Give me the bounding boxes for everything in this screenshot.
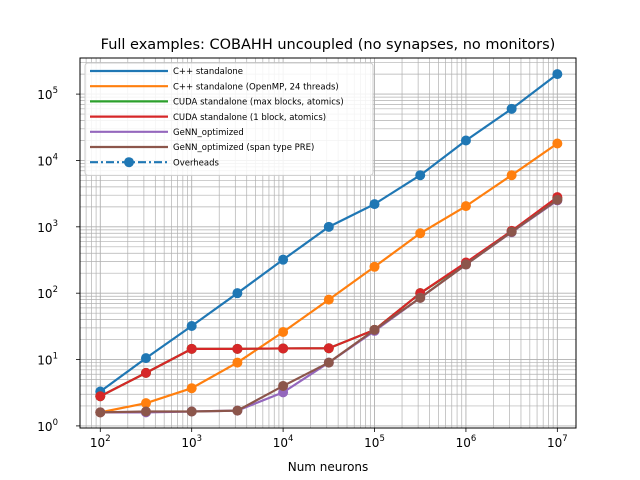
data-point xyxy=(278,254,289,265)
data-point xyxy=(186,383,197,394)
series-5 xyxy=(95,194,563,418)
data-point xyxy=(460,135,471,146)
legend-label: C++ standalone xyxy=(173,67,243,77)
data-point xyxy=(415,292,426,303)
x-tick-label: 104 xyxy=(273,434,294,450)
data-point xyxy=(323,221,334,232)
x-tick-label: 105 xyxy=(364,434,385,450)
legend-label: Overheads xyxy=(173,158,220,168)
data-point xyxy=(369,199,380,210)
data-point xyxy=(323,343,334,354)
legend-item: CUDA standalone (max blocks, atomics) xyxy=(90,98,344,108)
data-point xyxy=(140,406,151,417)
legend-item: GeNN_optimized (span type PRE) xyxy=(90,143,314,153)
series-1 xyxy=(95,138,563,418)
x-tick-label: 103 xyxy=(181,434,202,450)
legend-item: C++ standalone (OpenMP, 24 threads) xyxy=(90,82,339,92)
data-point xyxy=(323,357,334,368)
data-point xyxy=(506,170,517,181)
x-axis-label: Num neurons xyxy=(288,460,369,474)
data-point xyxy=(232,343,243,354)
data-point xyxy=(186,343,197,354)
x-tick-label: 107 xyxy=(547,434,568,450)
legend-label: CUDA standalone (max blocks, atomics) xyxy=(173,98,344,108)
data-point xyxy=(232,288,243,299)
series-layer xyxy=(95,69,563,418)
data-point xyxy=(552,138,563,149)
legend-item: C++ standalone xyxy=(90,67,243,77)
y-tick-label: 101 xyxy=(37,352,58,368)
legend-item: CUDA standalone (1 block, atomics) xyxy=(90,113,326,123)
y-tick-label: 100 xyxy=(37,418,58,434)
data-point xyxy=(460,259,471,270)
y-tick-label: 102 xyxy=(37,285,58,301)
legend-label: CUDA standalone (1 block, atomics) xyxy=(173,113,326,123)
chart-title: Full examples: COBAHH uncoupled (no syna… xyxy=(101,37,556,53)
data-point xyxy=(140,398,151,409)
data-point xyxy=(278,343,289,354)
y-tick-label: 105 xyxy=(37,86,58,102)
data-point xyxy=(323,294,334,305)
data-point xyxy=(552,194,563,205)
data-point xyxy=(460,201,471,212)
legend-marker xyxy=(124,157,134,168)
legend-label: C++ standalone (OpenMP, 24 threads) xyxy=(173,82,339,92)
data-point xyxy=(140,353,151,364)
data-point xyxy=(369,261,380,272)
data-point xyxy=(95,391,106,402)
data-point xyxy=(506,226,517,237)
data-point xyxy=(415,228,426,239)
y-tick-label: 104 xyxy=(37,152,58,168)
data-point xyxy=(369,324,380,335)
legend-item: GeNN_optimized xyxy=(90,128,244,138)
legend-label: GeNN_optimized (span type PRE) xyxy=(173,143,314,153)
plot-frame xyxy=(79,57,577,429)
legend: C++ standalone C++ standalone (OpenMP, 24… xyxy=(84,62,374,176)
x-tick-label: 106 xyxy=(456,434,477,450)
data-point xyxy=(278,327,289,338)
data-point xyxy=(506,103,517,114)
data-point xyxy=(278,380,289,391)
data-point xyxy=(95,407,106,418)
legend-item: Overheads xyxy=(90,157,220,168)
legend-label: GeNN_optimized xyxy=(173,128,244,138)
data-point xyxy=(186,321,197,332)
data-point xyxy=(232,405,243,416)
data-point xyxy=(140,367,151,378)
data-point xyxy=(186,406,197,417)
y-tick-label: 103 xyxy=(37,219,58,235)
ticks: 102 103 104 105 106 107 100 101 102 103 104 105 xyxy=(37,86,567,450)
data-point xyxy=(552,69,563,80)
data-point xyxy=(232,357,243,368)
x-tick-label: 102 xyxy=(90,434,111,450)
data-point xyxy=(415,170,426,181)
